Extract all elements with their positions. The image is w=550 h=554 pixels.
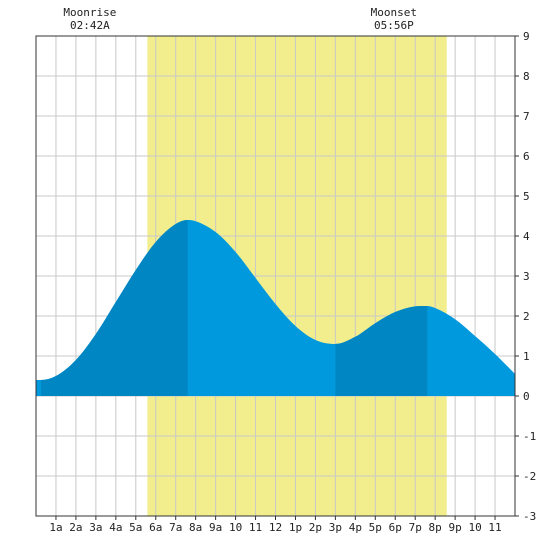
x-tick-label: 3a (89, 521, 102, 534)
moon-event-label: Moonrise (63, 6, 116, 19)
moon-event-time: 02:42A (70, 19, 110, 32)
x-tick-label: 11 (488, 521, 501, 534)
y-tick-label: 8 (523, 70, 530, 83)
y-tick-label: -2 (523, 470, 536, 483)
y-tick-label: -3 (523, 510, 536, 523)
y-tick-label: 2 (523, 310, 530, 323)
x-tick-label: 4p (349, 521, 362, 534)
x-tick-label: 9p (449, 521, 462, 534)
x-tick-label: 7p (409, 521, 422, 534)
y-tick-label: -1 (523, 430, 536, 443)
y-tick-label: 3 (523, 270, 530, 283)
y-tick-label: 0 (523, 390, 530, 403)
x-tick-label: 2a (69, 521, 82, 534)
x-tick-label: 10 (229, 521, 242, 534)
x-tick-label: 11 (249, 521, 262, 534)
x-tick-label: 8a (189, 521, 202, 534)
x-tick-label: 9a (209, 521, 222, 534)
x-tick-label: 2p (309, 521, 322, 534)
x-tick-label: 1a (49, 521, 62, 534)
x-tick-label: 12 (269, 521, 282, 534)
x-tick-label: 6p (389, 521, 402, 534)
x-tick-label: 4a (109, 521, 122, 534)
y-tick-label: 1 (523, 350, 530, 363)
x-tick-label: 3p (329, 521, 342, 534)
x-tick-label: 8p (429, 521, 442, 534)
x-tick-label: 7a (169, 521, 182, 534)
x-tick-label: 6a (149, 521, 162, 534)
y-tick-label: 7 (523, 110, 530, 123)
x-tick-label: 10 (468, 521, 481, 534)
y-tick-label: 9 (523, 30, 530, 43)
y-tick-label: 4 (523, 230, 530, 243)
y-tick-label: 6 (523, 150, 530, 163)
x-tick-label: 1p (289, 521, 302, 534)
moon-event-label: Moonset (371, 6, 417, 19)
moon-event-time: 05:56P (374, 19, 414, 32)
x-tick-label: 5p (369, 521, 382, 534)
x-tick-label: 5a (129, 521, 142, 534)
y-tick-label: 5 (523, 190, 530, 203)
